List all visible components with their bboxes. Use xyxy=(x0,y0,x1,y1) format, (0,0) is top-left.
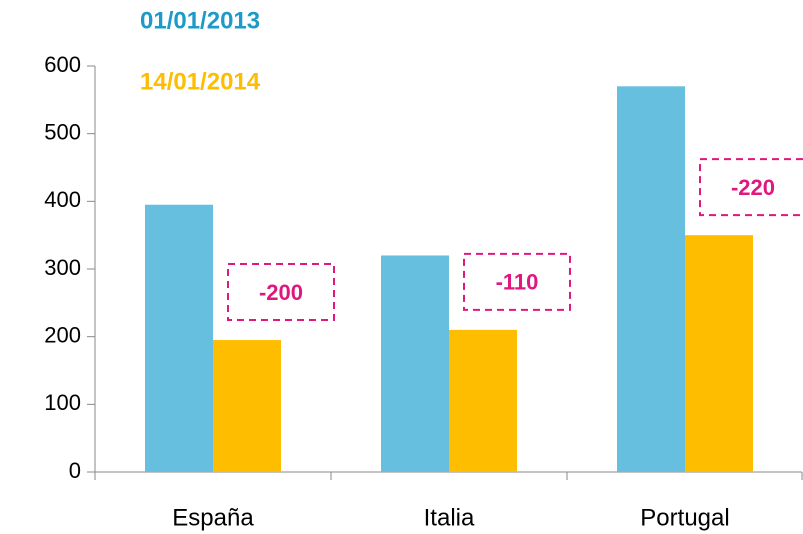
x-tick-label: Portugal xyxy=(640,504,729,531)
legend-label: 01/01/2013 xyxy=(140,7,260,34)
y-tick-label: 500 xyxy=(44,119,81,144)
y-tick-label: 300 xyxy=(44,255,81,280)
bar xyxy=(145,204,213,472)
y-tick-label: 600 xyxy=(44,52,81,77)
legend-label: 14/01/2014 xyxy=(140,68,261,95)
bar xyxy=(381,255,449,472)
annotation-box xyxy=(227,263,335,322)
x-tick-label: España xyxy=(172,504,254,531)
y-tick-label: 0 xyxy=(69,458,81,483)
bar xyxy=(685,235,753,472)
annotation: -220 xyxy=(731,175,775,200)
annotation: -110 xyxy=(496,270,539,295)
y-tick-label: 200 xyxy=(44,322,81,347)
annotation-box xyxy=(699,158,803,217)
x-tick-label: Italia xyxy=(424,504,475,531)
y-tick-label: 400 xyxy=(44,187,81,212)
annotation-box xyxy=(463,252,571,311)
annotation: -200 xyxy=(259,280,303,305)
bar xyxy=(449,329,517,472)
bar xyxy=(213,340,281,472)
bar xyxy=(617,86,685,473)
y-tick-label: 100 xyxy=(44,390,81,415)
